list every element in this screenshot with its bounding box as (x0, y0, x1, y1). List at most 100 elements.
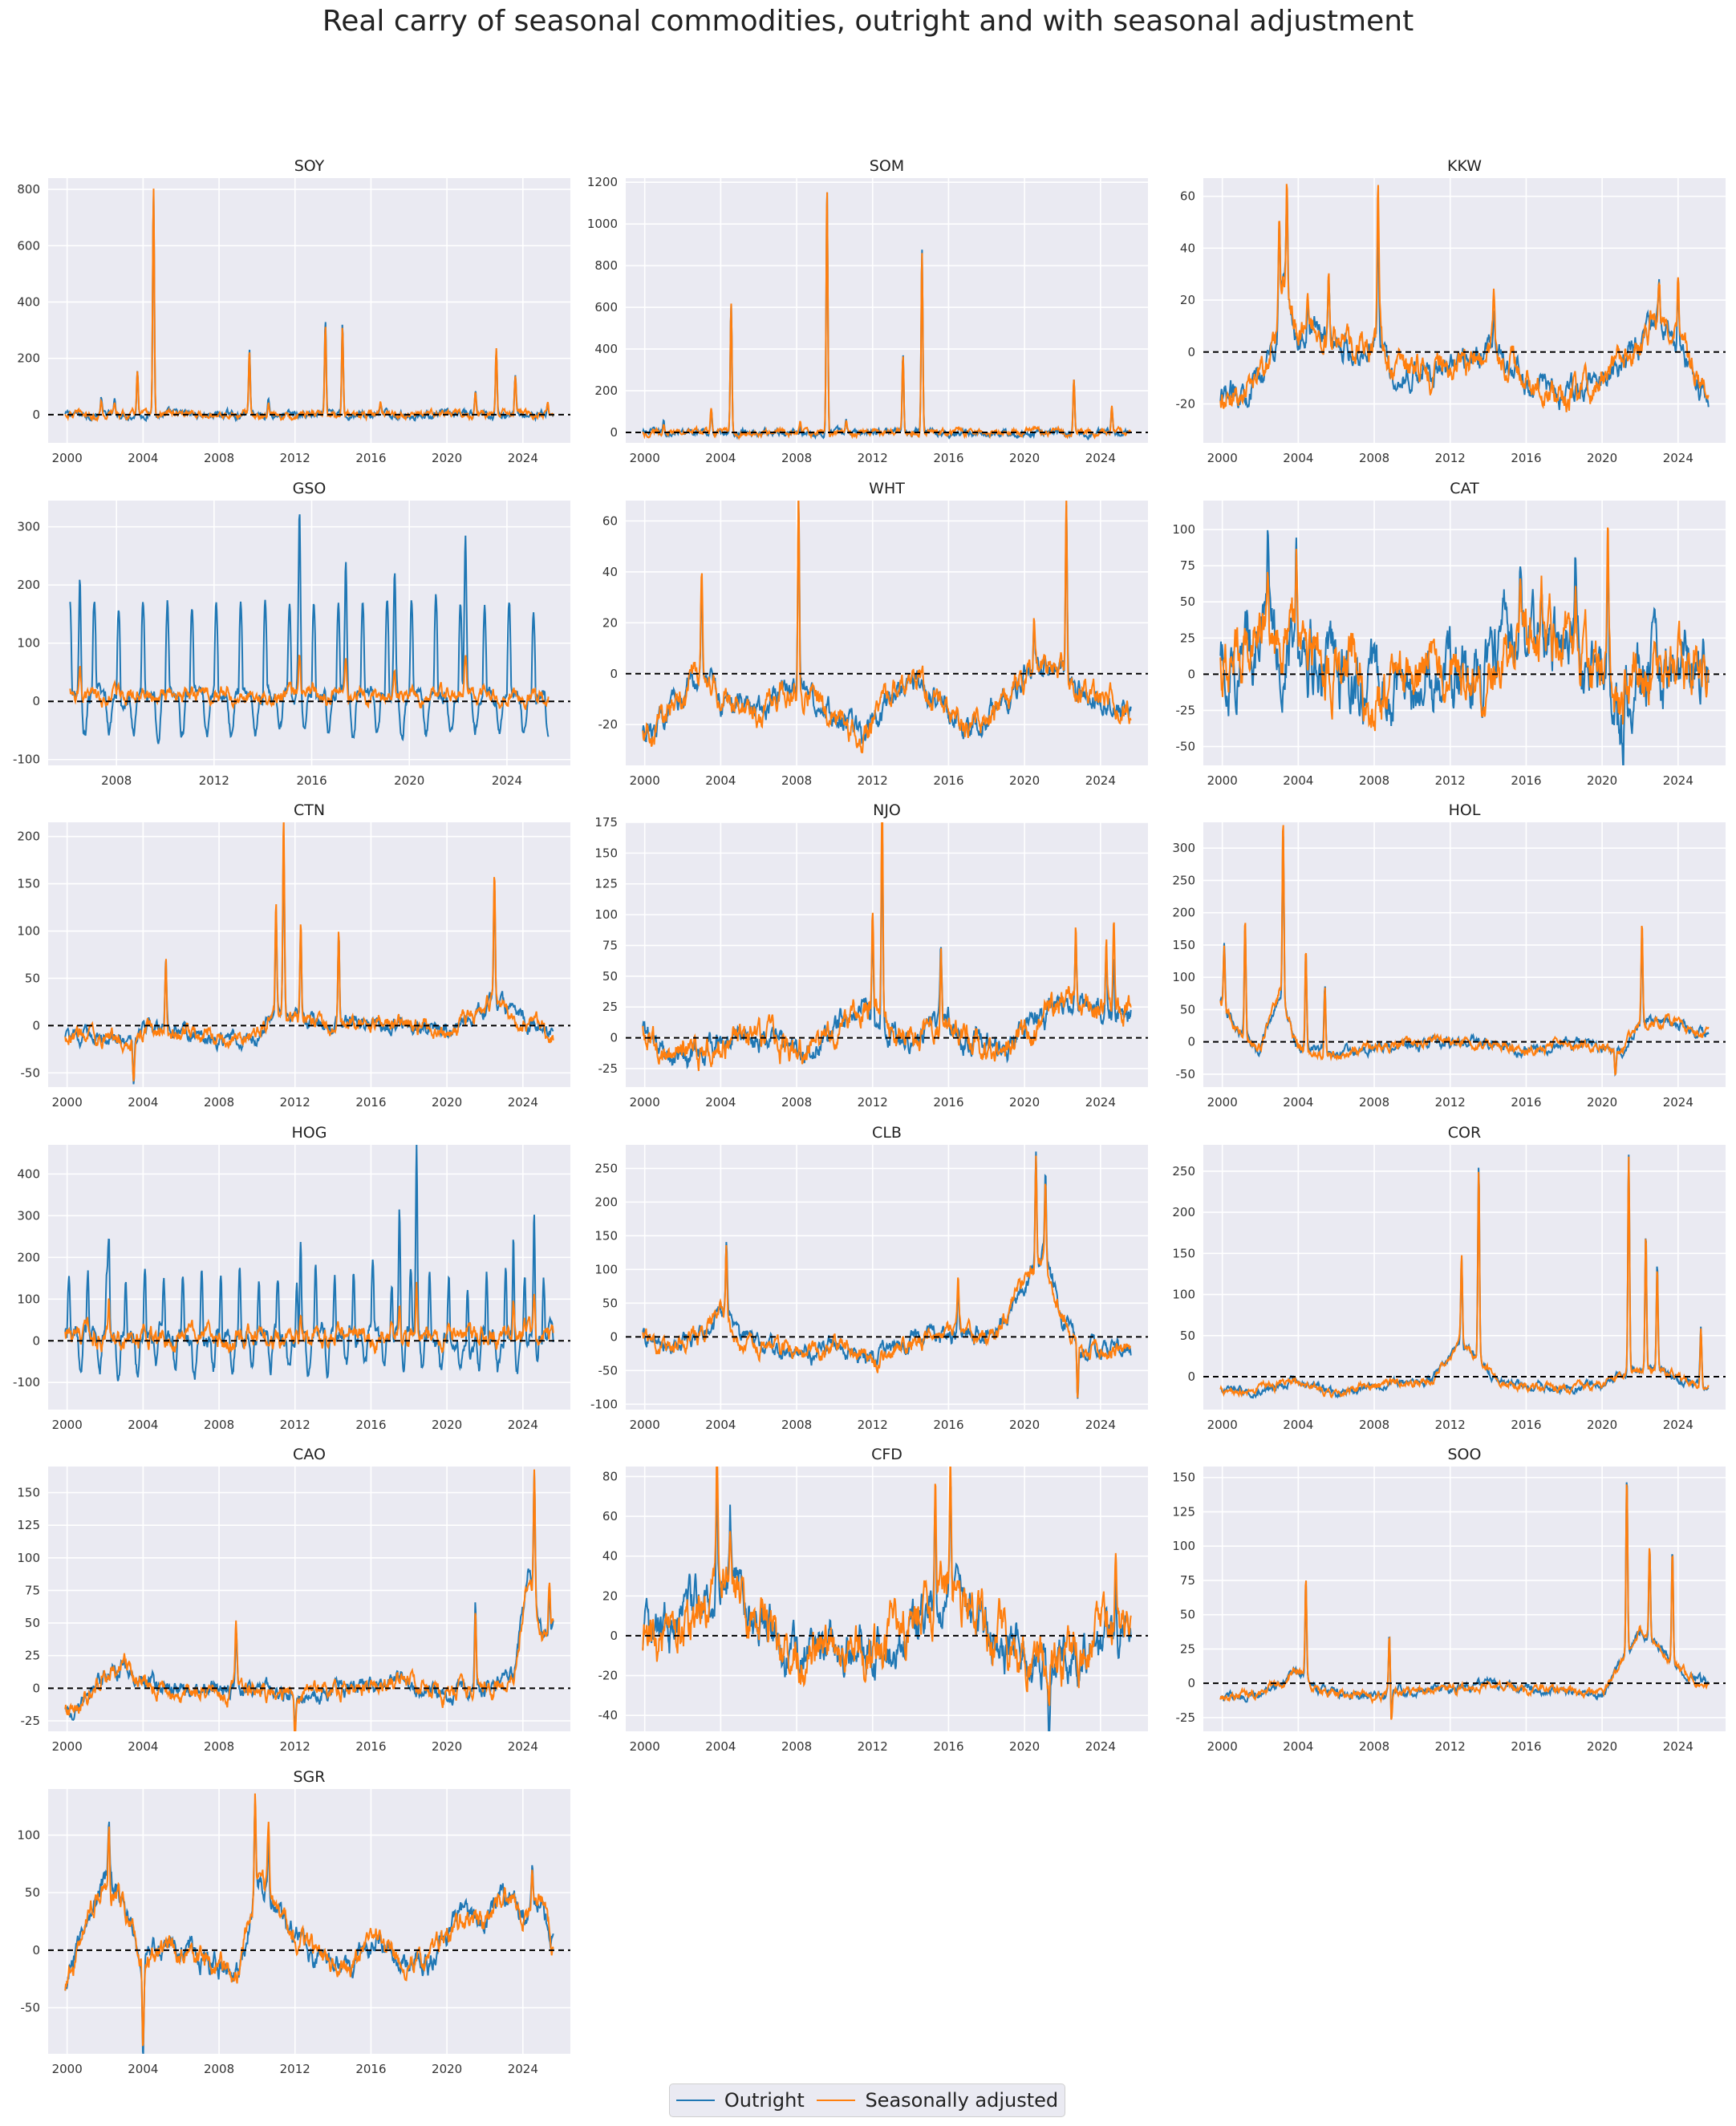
x-tick-label: 2004 (128, 1095, 158, 1110)
x-tick-label: 2004 (1283, 1739, 1313, 1754)
series-line-seasonally-adjusted (64, 822, 554, 1081)
y-tick-label: 25 (602, 1000, 618, 1014)
y-tick-label: 75 (1180, 1573, 1195, 1588)
x-tick-label: 2024 (1663, 1739, 1693, 1754)
panel-title: SGR (294, 1768, 326, 1786)
x-tick-label: 2008 (781, 1095, 812, 1110)
figure-title: Real carry of seasonal commodities, outr… (322, 5, 1414, 38)
y-tick-label: 0 (32, 694, 40, 708)
y-tick-label: -50 (21, 2001, 41, 2015)
y-tick-label: 0 (610, 425, 618, 440)
legend-label-seasonal: Seasonally adjusted (865, 2089, 1059, 2112)
legend-label-outright: Outright (724, 2089, 805, 2112)
y-tick-label: 125 (17, 1518, 40, 1532)
y-tick-label: 40 (1180, 241, 1195, 255)
plot-area (1203, 1145, 1726, 1410)
y-tick-label: -20 (598, 717, 619, 732)
y-tick-label: 400 (17, 1166, 40, 1181)
x-tick-label: 2016 (933, 773, 963, 788)
y-tick-label: 600 (17, 238, 40, 253)
x-tick-label: 2024 (1663, 1418, 1693, 1432)
x-tick-label: 2008 (781, 451, 812, 465)
y-tick-label: 50 (1180, 1002, 1195, 1016)
x-tick-label: 2012 (858, 1095, 888, 1110)
y-tick-label: -50 (598, 1363, 619, 1377)
plot-area (1203, 178, 1726, 443)
y-tick-label: 150 (1172, 1471, 1195, 1485)
plot-area (626, 822, 1148, 1087)
y-tick-label: 75 (602, 938, 618, 952)
x-tick-label: 2008 (101, 773, 132, 788)
y-tick-label: 50 (602, 1296, 618, 1310)
y-tick-label: 50 (602, 969, 618, 984)
y-tick-label: 1200 (587, 175, 618, 189)
plot-area (48, 1789, 570, 2054)
y-tick-label: 0 (610, 1031, 618, 1045)
panel-ctn: 2000 2004 2008 2012 2016 2020 2024 -50 0 50 100 150… (17, 801, 570, 1110)
x-tick-label: 2004 (1283, 1418, 1313, 1432)
plot-area (1203, 1467, 1726, 1731)
y-tick-label: -25 (1176, 1710, 1196, 1725)
y-tick-label: 40 (602, 565, 618, 579)
panel-cao: 2000 2004 2008 2012 2016 2020 2024 -25 0 25 50 75 10… (17, 1446, 570, 1754)
x-tick-label: 2020 (432, 451, 462, 465)
x-tick-label: 2016 (1511, 1418, 1541, 1432)
panel-clb: 2000 2004 2008 2012 2016 2020 2024 -100 -50 0 50 10… (590, 1124, 1148, 1432)
x-tick-label: 2020 (1587, 773, 1617, 788)
x-tick-label: 2012 (858, 1739, 888, 1754)
y-tick-label: 250 (1172, 873, 1195, 887)
x-tick-label: 2016 (355, 451, 386, 465)
y-tick-label: 100 (17, 1292, 40, 1306)
x-tick-label: 2024 (1085, 451, 1116, 465)
series-line-outright (64, 1145, 554, 1381)
y-tick-label: 400 (594, 342, 618, 356)
panel-title: SOY (294, 157, 325, 175)
y-tick-label: -100 (13, 753, 40, 767)
y-tick-label: 100 (17, 1551, 40, 1565)
x-tick-label: 2020 (1587, 1095, 1617, 1110)
panel-title: GSO (293, 480, 327, 497)
panel-title: CLB (872, 1124, 902, 1142)
panel-title: HOG (292, 1124, 327, 1142)
x-tick-label: 2000 (52, 2062, 83, 2076)
y-tick-label: 75 (25, 1583, 40, 1597)
x-tick-label: 2000 (630, 1739, 660, 1754)
y-tick-label: 50 (25, 971, 40, 985)
panel-hol: 2000 2004 2008 2012 2016 2020 2024 -50 0 50 100 150… (1172, 801, 1726, 1110)
x-tick-label: 2016 (933, 1418, 963, 1432)
y-tick-label: 200 (17, 578, 40, 592)
y-tick-label: 0 (32, 1018, 40, 1033)
y-tick-label: -100 (590, 1397, 618, 1411)
y-tick-label: -50 (21, 1065, 41, 1080)
x-tick-label: 2008 (204, 451, 234, 465)
y-tick-label: 60 (602, 513, 618, 528)
x-tick-label: 2020 (432, 1418, 462, 1432)
y-tick-label: -25 (21, 1714, 41, 1728)
y-tick-label: 100 (1172, 1539, 1195, 1553)
series-line-seasonally-adjusted (642, 1467, 1132, 1706)
x-tick-label: 2008 (204, 2062, 234, 2076)
series-line-seasonally-adjusted (642, 501, 1132, 754)
x-tick-label: 2024 (508, 2062, 538, 2076)
plot-area (48, 178, 570, 443)
x-tick-label: 2008 (1359, 1418, 1389, 1432)
y-tick-label: 200 (1172, 1205, 1195, 1219)
y-tick-label: -40 (598, 1708, 619, 1722)
x-tick-label: 2012 (280, 2062, 310, 2076)
y-tick-label: 0 (1187, 667, 1195, 681)
y-tick-label: -20 (598, 1669, 619, 1683)
x-tick-label: 2000 (630, 1095, 660, 1110)
x-tick-label: 2004 (705, 451, 736, 465)
y-tick-label: 100 (1172, 522, 1195, 537)
x-tick-label: 2024 (1085, 1739, 1116, 1754)
plot-area (626, 1145, 1148, 1410)
y-tick-label: 100 (594, 907, 618, 922)
x-tick-label: 2016 (933, 1095, 963, 1110)
x-tick-label: 2020 (394, 773, 424, 788)
x-tick-label: 2008 (1359, 1095, 1389, 1110)
x-tick-label: 2000 (1207, 773, 1238, 788)
series-line-seasonally-adjusted (642, 1155, 1131, 1398)
x-tick-label: 2016 (355, 1095, 386, 1110)
x-tick-label: 2012 (1435, 451, 1466, 465)
x-tick-label: 2020 (1587, 1418, 1617, 1432)
